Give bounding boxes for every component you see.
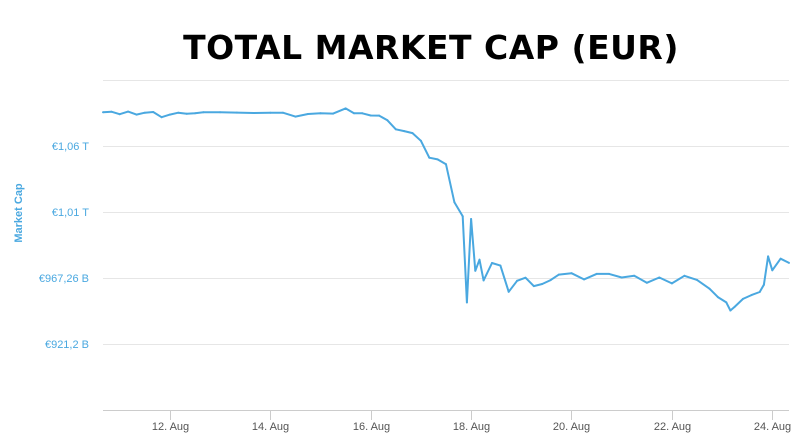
data-point [583,278,585,281]
y-tick-label: €921,2 B [45,339,89,351]
data-point [168,113,171,116]
data-point [403,130,406,133]
data-point [767,255,770,258]
data-point [762,283,765,286]
data-point [620,276,623,279]
data-point [470,218,473,220]
data-point [143,111,146,114]
data-point [386,119,389,122]
data-point [428,156,431,159]
data-point [478,258,481,261]
x-tick-label: 16. Aug [353,421,390,433]
data-point [658,276,661,279]
data-point [160,116,163,119]
data-point [269,111,272,114]
data-point [152,111,155,113]
data-point [742,297,744,300]
data-point [445,163,447,166]
data-point [369,114,372,117]
data-point [491,262,493,264]
data-point [716,296,719,299]
data-point [771,269,774,272]
y-tick-label: €1,06 T [52,141,89,153]
data-point [436,158,439,161]
data-point [219,111,222,114]
data-point [202,111,205,114]
data-point [461,215,464,218]
data-point [127,110,130,113]
y-tick-label: €967,26 B [39,273,89,285]
data-point [281,111,284,114]
data-point [608,272,611,275]
data-point [332,112,335,115]
data-point [633,274,636,277]
data-point [683,274,686,277]
x-tick-label: 20. Aug [553,421,590,433]
data-point [696,278,698,281]
x-tick-label: 24. Aug [754,421,791,433]
data-point [733,305,736,308]
data-point [378,114,381,117]
data-point [194,112,196,115]
data-point [110,110,113,113]
data-point [645,281,648,284]
data-point [595,272,598,275]
data-point [708,287,711,290]
y-axis-title: Market Cap [13,183,25,243]
chart-title: TOTAL MARKET CAP (EUR) [183,28,679,67]
data-point [516,279,519,282]
data-point [465,301,468,304]
data-point [118,113,121,116]
data-point [482,279,485,282]
x-tick-label: 14. Aug [252,421,289,433]
data-point [729,309,732,312]
data-point [307,113,309,115]
data-point [499,264,502,267]
data-point [788,261,790,264]
data-point [524,276,527,279]
data-point [319,112,322,115]
data-point [185,112,188,115]
data-point [779,257,782,260]
data-point [252,112,255,114]
data-point [541,283,544,285]
data-point [102,111,104,114]
data-point [235,111,238,114]
data-point [557,273,560,276]
y-tick-label: €1,01 T [52,207,89,219]
data-point [394,128,397,131]
data-point [507,290,510,293]
data-point [344,107,347,110]
data-point [294,115,297,118]
data-point [361,112,364,115]
series-line [102,107,790,312]
data-point [411,132,414,135]
data-point [725,301,728,304]
x-tick-label: 22. Aug [654,421,691,433]
data-point [177,111,180,114]
data-point [135,113,138,116]
x-tick-label: 18. Aug [453,421,490,433]
data-point [670,282,673,285]
data-point [750,294,753,297]
data-point [453,201,456,204]
data-point [353,112,355,115]
x-tick-label: 12. Aug [152,421,189,433]
data-point [532,285,535,288]
data-point [419,139,422,142]
data-point [474,269,477,272]
data-point [549,279,552,282]
data-point [758,291,761,293]
data-point [570,272,573,275]
